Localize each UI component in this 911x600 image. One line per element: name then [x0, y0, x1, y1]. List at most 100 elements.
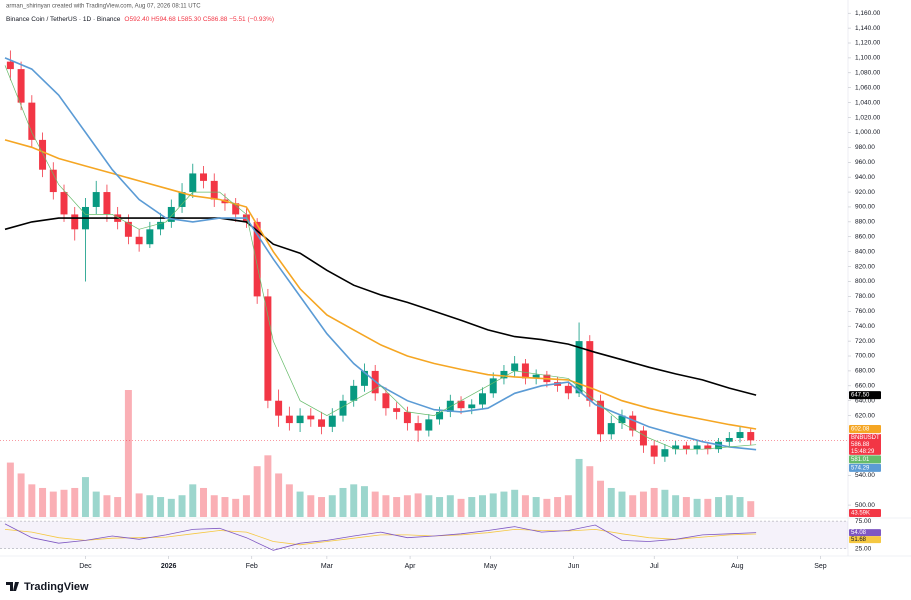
candle-body — [414, 423, 422, 431]
price-tag-bg — [849, 433, 881, 455]
candle-body — [586, 341, 594, 401]
candle-body — [17, 69, 25, 103]
rsi-tick-label: 25.00 — [855, 545, 872, 552]
y-tick-label: 960.00 — [855, 159, 875, 166]
moving-average — [4, 217, 757, 396]
y-tick-label: 540.00 — [855, 472, 875, 479]
volume-bar — [167, 498, 175, 517]
volume-bar — [704, 498, 712, 517]
rsi-tick-label: 75.00 — [855, 518, 872, 525]
candle-body — [146, 229, 154, 245]
candle-body — [597, 400, 605, 435]
volume-bar — [178, 495, 186, 517]
candle-body — [6, 61, 14, 70]
candle-body — [318, 419, 326, 427]
logo-icon — [6, 582, 19, 591]
candle-body — [210, 180, 218, 200]
y-tick-label: 680.00 — [855, 368, 875, 375]
candle-body — [60, 192, 68, 215]
candle-body — [682, 445, 690, 450]
volume-bar — [554, 497, 562, 517]
ma-tag-bg — [849, 463, 881, 472]
volume-bar — [650, 487, 658, 517]
y-tick-label: 820.00 — [855, 263, 875, 270]
candle-body — [49, 169, 57, 193]
volume-bar — [232, 498, 240, 517]
x-tick-label: Jun — [568, 563, 579, 570]
volume-bar — [17, 473, 25, 517]
candle-body — [339, 400, 347, 416]
volume-bar — [39, 487, 47, 517]
volume-bar — [285, 484, 293, 517]
candle-body — [403, 411, 411, 424]
y-tick-label: 720.00 — [855, 338, 875, 345]
ma-tag-bg — [849, 424, 881, 433]
volume-bar — [425, 495, 433, 517]
x-tick-label: Feb — [246, 563, 258, 570]
y-tick-label: 1,060.00 — [855, 84, 881, 91]
rsi-tag-bg — [849, 529, 881, 537]
rsi-value-label: 54.08 — [851, 530, 867, 536]
volume-bar — [382, 495, 390, 517]
y-tick-label: 740.00 — [855, 323, 875, 330]
last-price: 586.88 — [851, 442, 870, 448]
y-tick-label: 780.00 — [855, 293, 875, 300]
x-tick-label: Dec — [79, 563, 92, 570]
candle-body — [71, 214, 79, 230]
volume-bar — [210, 495, 218, 517]
candle-body — [200, 173, 207, 181]
candle-body — [725, 438, 733, 442]
candle-body — [264, 296, 272, 401]
candle-body — [639, 430, 647, 446]
volume-bar — [253, 466, 261, 517]
brand: TradingView — [24, 581, 89, 593]
candle-body — [425, 419, 433, 431]
candle-body — [232, 203, 240, 215]
moving-average — [4, 139, 757, 430]
candle-body — [661, 449, 669, 457]
volume-bar — [747, 501, 755, 517]
candle-body — [393, 408, 401, 412]
volume-bar — [672, 495, 680, 517]
rsi-ma-tag-bg — [849, 536, 881, 544]
volume-label: 43.59K — [851, 511, 870, 517]
volume-bar — [715, 497, 723, 517]
volume-bar — [124, 390, 132, 517]
candle-body — [28, 102, 36, 140]
candle-body — [489, 378, 497, 394]
volume-bar — [6, 462, 14, 517]
volume-bar — [403, 495, 411, 517]
y-tick-label: 500.00 — [855, 502, 875, 509]
candle-body — [382, 393, 390, 409]
y-tick-label: 800.00 — [855, 278, 875, 285]
candle-body — [103, 192, 111, 215]
candle-body — [275, 400, 283, 416]
y-tick-label: 880.00 — [855, 219, 875, 226]
volume-bar — [446, 495, 454, 517]
y-tick-label: 660.00 — [855, 383, 875, 390]
logo: TradingView — [6, 581, 89, 593]
candle-body — [532, 374, 540, 379]
ma-tag-bg — [849, 391, 881, 400]
volume-bar — [28, 484, 36, 517]
candle-body — [468, 404, 476, 409]
volume-bar — [360, 486, 368, 517]
candle-body — [479, 393, 486, 405]
volume-bar — [103, 495, 111, 517]
volume-bar — [479, 495, 486, 517]
volume-bar — [393, 497, 401, 517]
volume-bar — [500, 491, 508, 517]
candle-body — [124, 221, 132, 237]
candle-body — [650, 445, 658, 457]
x-tick-label: Mar — [321, 563, 334, 570]
countdown: 15:48:29 — [851, 449, 875, 455]
volume-bar — [146, 495, 154, 517]
candle-body — [307, 415, 315, 420]
rsi-line — [4, 523, 757, 551]
volume-bar — [607, 487, 615, 517]
ma-last-label: 574.29 — [851, 465, 870, 471]
y-tick-label: 760.00 — [855, 308, 875, 315]
rsi-band — [0, 521, 848, 549]
